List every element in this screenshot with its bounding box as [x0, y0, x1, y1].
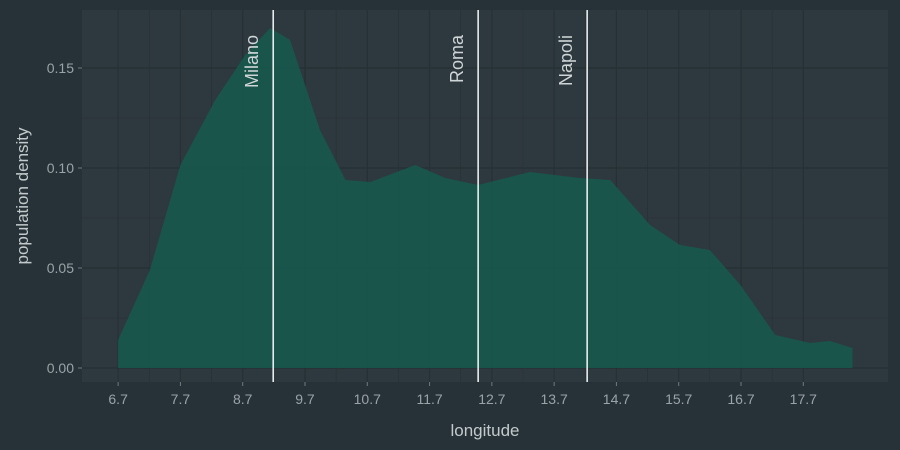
density-area: [118, 28, 853, 368]
x-tick-label: 14.7: [603, 391, 630, 407]
annotation-label: Milano: [242, 35, 262, 88]
annotation-label: Roma: [447, 34, 467, 83]
x-tick-label: 6.7: [108, 391, 128, 407]
y-axis-title: population density: [13, 127, 32, 265]
annotation-label: Napoli: [556, 35, 576, 86]
x-axis-title: longitude: [450, 421, 519, 440]
x-tick-label: 7.7: [171, 391, 191, 407]
y-tick-label: 0.05: [47, 260, 74, 276]
x-tick-label: 11.7: [416, 391, 442, 407]
y-tick-label: 0.10: [47, 160, 74, 176]
x-tick-label: 12.7: [478, 391, 505, 407]
y-tick-label: 0.15: [47, 60, 74, 76]
x-tick-label: 16.7: [727, 391, 754, 407]
x-tick-label: 9.7: [295, 391, 315, 407]
y-tick-label: 0.00: [47, 360, 74, 376]
x-tick-label: 10.7: [354, 391, 381, 407]
x-tick-label: 15.7: [665, 391, 692, 407]
x-tick-label: 8.7: [233, 391, 253, 407]
x-tick-label: 17.7: [790, 391, 817, 407]
x-tick-label: 13.7: [541, 391, 568, 407]
